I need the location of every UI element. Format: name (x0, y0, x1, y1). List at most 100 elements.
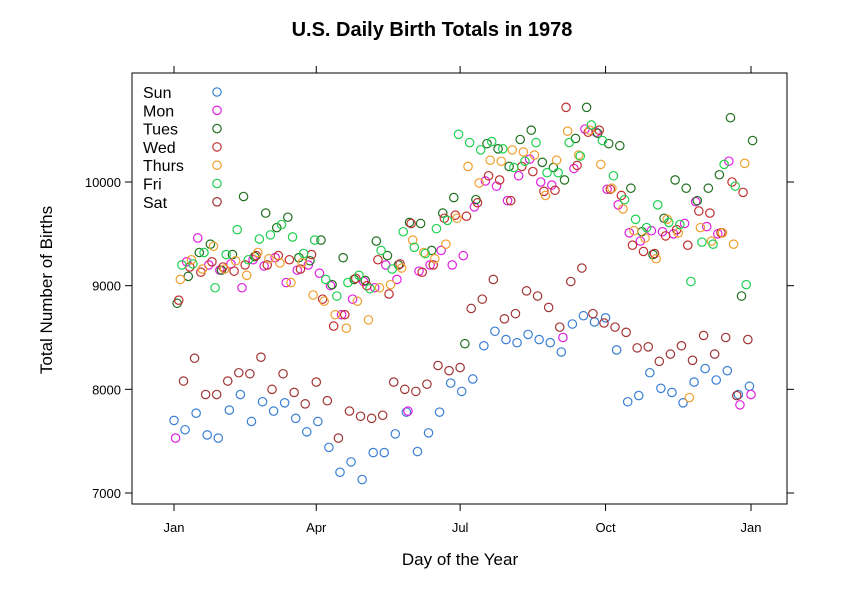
point-wed (649, 248, 660, 259)
point-sat (643, 342, 654, 352)
point-sun (733, 389, 744, 400)
point-sun (656, 383, 666, 394)
point-sun (501, 334, 511, 345)
point-wed (218, 262, 228, 272)
y-axis: 7000 8000 9000 10000 (85, 175, 794, 501)
point-sun (689, 377, 699, 387)
point-fri (199, 247, 209, 258)
point-thurs (219, 264, 230, 274)
point-fri (708, 239, 718, 249)
point-mon (535, 177, 546, 187)
point-thurs (430, 253, 440, 264)
point-mon (237, 282, 247, 293)
point-mon (392, 274, 402, 285)
point-thurs (330, 309, 341, 320)
point-sun (700, 363, 710, 374)
point-sat (222, 376, 233, 386)
point-fri (265, 230, 276, 240)
point-tues (460, 338, 470, 349)
point-fri (188, 259, 198, 269)
point-fri (442, 215, 453, 226)
point-wed (594, 125, 605, 135)
point-sat (499, 314, 510, 324)
y-tick-label: 10000 (85, 175, 121, 190)
point-fri (409, 242, 420, 253)
point-fri (652, 200, 663, 210)
point-wed (572, 160, 582, 171)
point-sun (512, 337, 522, 348)
point-fri (431, 223, 442, 234)
point-sun (711, 375, 722, 385)
point-mon (569, 163, 579, 174)
point-fri (287, 232, 298, 242)
point-sat (267, 384, 277, 395)
point-sun (645, 367, 655, 378)
point-fri (509, 162, 519, 173)
legend-label-tues: Tues (143, 122, 178, 139)
point-sat (344, 406, 355, 416)
point-sat (311, 377, 322, 387)
point-mon (347, 294, 358, 304)
point-fri (531, 137, 541, 148)
point-sun (313, 416, 323, 427)
point-tues (703, 183, 714, 194)
point-tues (692, 195, 703, 206)
point-thurs (684, 392, 695, 403)
point-mon (447, 260, 458, 270)
x-tick-label: Oct (595, 520, 616, 535)
point-mon (314, 268, 325, 279)
point-fri (221, 249, 231, 260)
point-thurs (562, 126, 573, 137)
point-wed (638, 246, 649, 257)
point-thurs (551, 155, 562, 166)
point-sun (180, 424, 190, 435)
point-thurs (175, 274, 186, 285)
point-thurs (474, 178, 484, 188)
point-thurs (275, 258, 285, 268)
point-tues (670, 175, 680, 185)
point-mon (679, 218, 690, 229)
point-wed (284, 254, 295, 265)
point-fri (343, 277, 353, 288)
point-sat (599, 318, 609, 328)
point-sat (289, 387, 299, 398)
point-sat (588, 308, 598, 319)
point-wed (528, 166, 538, 177)
point-sun (545, 337, 556, 348)
point-sat (388, 377, 399, 387)
point-mon (381, 260, 391, 270)
point-mon (303, 260, 314, 270)
point-sun (534, 334, 544, 345)
x-tick-label: Jan (741, 520, 762, 535)
point-thurs (485, 155, 495, 166)
point-sat (444, 365, 454, 376)
point-sun (412, 446, 423, 457)
point-sun (301, 427, 312, 437)
point-thurs (529, 150, 540, 160)
point-wed (461, 211, 472, 222)
point-wed (350, 273, 361, 284)
point-tues (559, 175, 570, 185)
point-wed (494, 175, 505, 185)
point-thurs (640, 233, 650, 243)
point-sat (278, 368, 288, 379)
legend-label-thurs: Thurs (143, 158, 184, 175)
legend-marker-wed (212, 142, 222, 152)
legend-marker-mon (212, 105, 222, 116)
point-tues (316, 235, 326, 245)
point-tues (736, 291, 747, 301)
point-wed (273, 250, 284, 261)
point-tues (404, 217, 415, 228)
point-fri (498, 144, 508, 154)
point-mon (491, 181, 502, 191)
point-tues (493, 144, 503, 154)
point-fri (309, 235, 320, 245)
point-tues (570, 133, 581, 144)
point-sat (466, 303, 476, 314)
point-sat (422, 379, 432, 389)
point-tues (227, 249, 238, 260)
legend-marker-tues (212, 123, 222, 134)
point-thurs (518, 147, 529, 157)
point-thurs (717, 227, 728, 238)
